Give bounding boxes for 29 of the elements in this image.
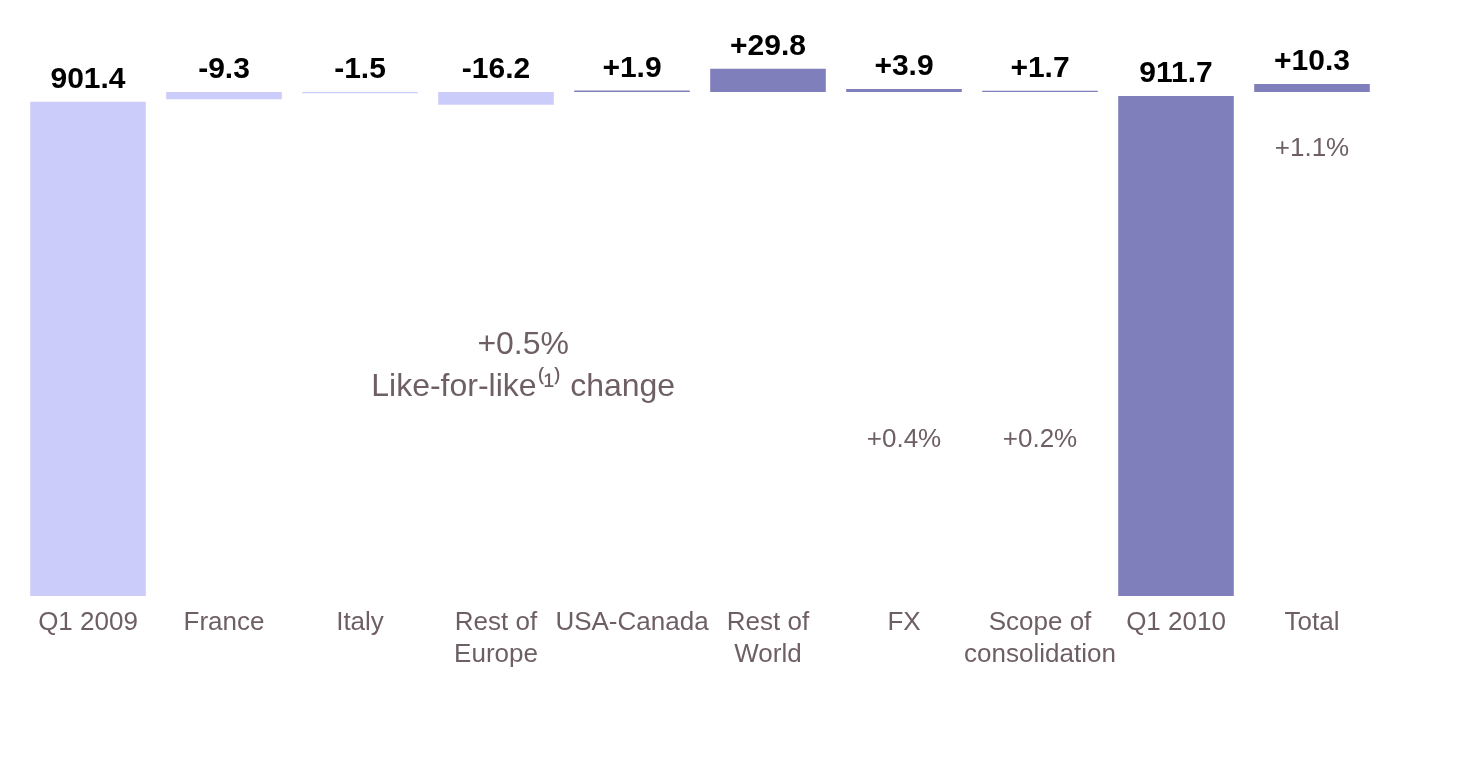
x-tick-label: France [183,605,265,636]
bar [1254,83,1370,92]
x-tick-label: Q1 2009 [38,605,138,636]
data-label: +1.9 [602,49,662,83]
x-tick-label: Italy [336,605,384,636]
text: +0.5% Like-for-like⁽¹⁾ change [371,325,676,403]
data-label: -16.2 [461,51,531,84]
x-tick-label: Rest of World [726,605,810,668]
data-label: +10.3 [1274,42,1350,76]
text: +0.4% [866,423,942,454]
data-label: +29.8 [730,27,806,61]
bar [438,92,554,105]
data-label: -1.5 [334,51,386,84]
x-tick-label: Total [1284,605,1340,636]
data-label: 911.7 [1139,55,1213,88]
x-tick-label: Rest of Europe [454,605,538,668]
x-tick-label: USA-Canada [555,605,710,636]
bar [710,68,826,92]
data-label: 901.4 [50,60,126,94]
bar [166,92,282,100]
x-tick-label: Q1 2010 [1126,605,1226,636]
data-label: +3.9 [874,47,934,81]
text: +1.1% [1274,132,1350,162]
bar [846,88,962,92]
data-label: +1.7 [1010,49,1070,83]
x-tick-label: FX [887,605,921,636]
data-label: -9.3 [198,51,250,84]
x-tick-label: Scope of consolidation [964,605,1116,668]
text: +0.2% [1002,423,1078,454]
